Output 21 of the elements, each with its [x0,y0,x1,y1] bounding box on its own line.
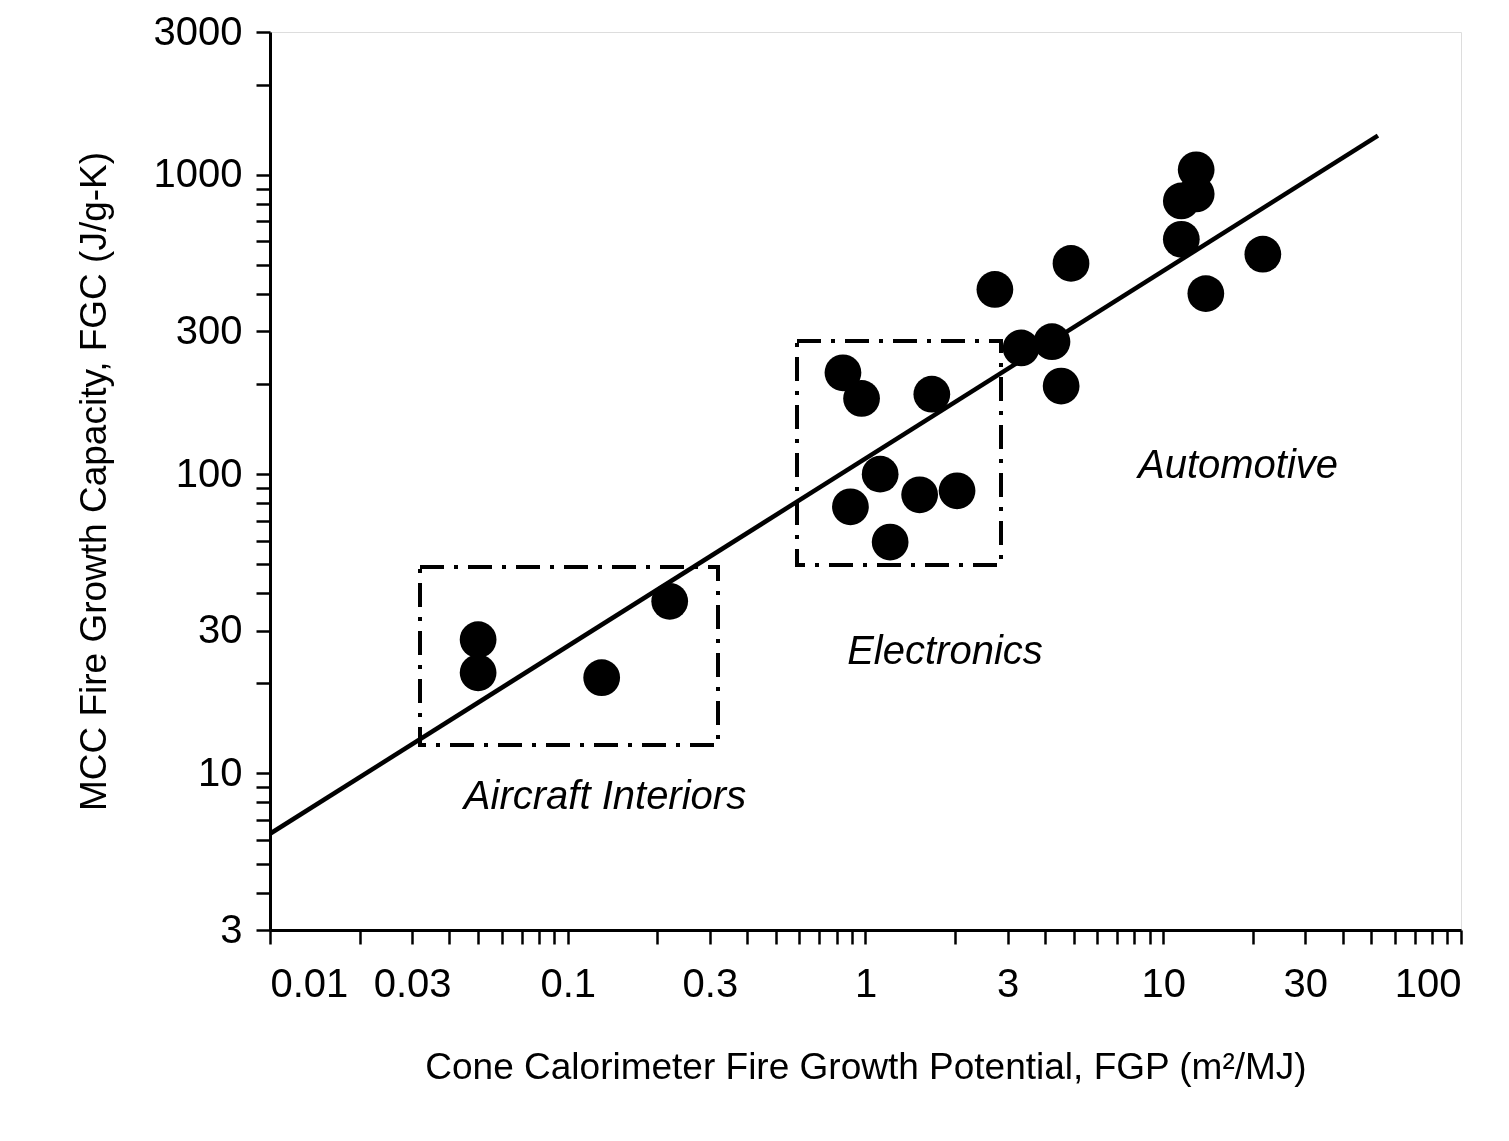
y-tick-label: 1000 [153,151,243,196]
annotation: Automotive [1135,442,1339,486]
x-tick-label: 1 [854,960,878,1005]
x-tick-label: 30 [1283,960,1329,1005]
y-tick-label: 3 [220,906,243,951]
x-tick-label: 0.3 [682,960,739,1005]
annotation: Aircraft Interiors [461,773,747,817]
x-tick-label: 0.03 [373,960,452,1005]
annotation: Electronics [847,628,1043,672]
x-tick-label: 0.1 [540,960,597,1005]
x-tick-label: 3 [996,960,1020,1005]
y-tick-label: 3000 [153,8,243,53]
x-tick-label: 10 [1141,960,1186,1005]
y-tick-label: 10 [198,749,243,794]
y-axis-title: MCC Fire Growth Capacity, FGC (J/g-K) [72,151,114,812]
y-tick-label: 300 [175,307,243,352]
y-tick-label: 30 [198,607,243,652]
x-axis-title: Cone Calorimeter Fire Growth Potential, FGP (m²/MJ) [425,1045,1307,1087]
y-tick-label: 100 [175,450,243,495]
x-tick-label: 0.01 [270,960,349,1005]
x-tick-label: 100 [1394,960,1462,1005]
